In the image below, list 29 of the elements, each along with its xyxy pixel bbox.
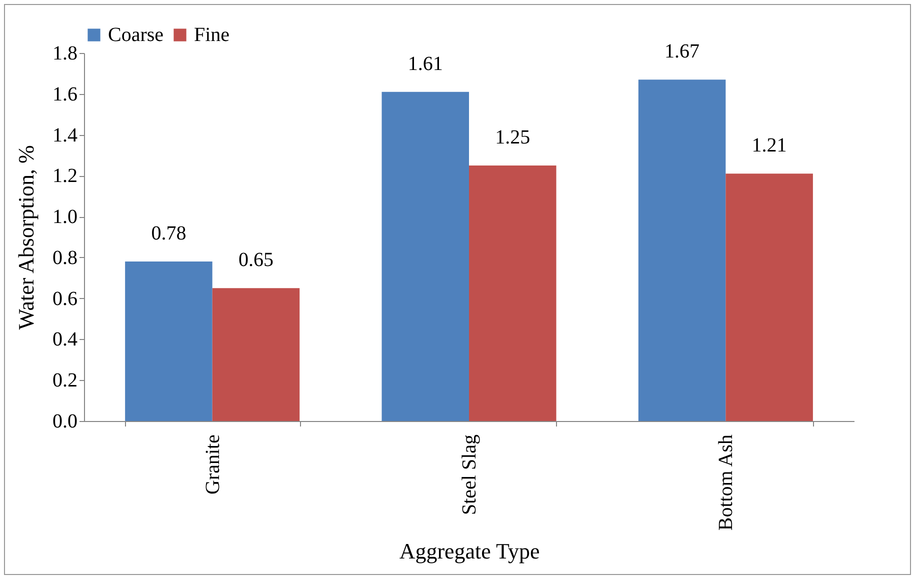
y-axis-title: Water Absorption, %	[14, 145, 38, 330]
bar	[726, 174, 813, 421]
bar	[125, 262, 212, 421]
y-tick-label: 1.6	[52, 83, 78, 106]
y-tick-label: 0.6	[52, 288, 78, 310]
bar	[638, 80, 726, 421]
x-tick-label: Bottom Ash	[715, 434, 738, 531]
bar	[212, 288, 300, 421]
x-tick-label: Granite	[202, 434, 224, 494]
y-tick-label: 1.8	[52, 42, 78, 64]
data-label: 1.67	[664, 40, 700, 63]
y-tick-label: 0.8	[52, 246, 78, 269]
legend-label: Coarse	[108, 24, 164, 46]
data-label: 1.25	[495, 126, 530, 148]
legend-label: Fine	[194, 24, 230, 46]
y-tick-label: 0.2	[52, 370, 78, 392]
y-tick-label: 0.0	[52, 410, 78, 432]
data-label: 1.61	[408, 52, 443, 75]
y-tick-label: 1.2	[52, 165, 78, 188]
bar	[469, 165, 556, 421]
data-label: 0.78	[151, 222, 186, 245]
y-tick-label: 0.4	[52, 328, 78, 351]
y-tick-label: 1.0	[52, 206, 78, 228]
data-label: 0.65	[238, 249, 274, 272]
x-axis-title: Aggregate Type	[399, 538, 540, 564]
x-tick-label: Steel Slag	[458, 434, 480, 516]
data-label: 1.21	[752, 134, 787, 157]
bar	[382, 92, 469, 421]
y-tick-label: 1.4	[52, 124, 78, 146]
